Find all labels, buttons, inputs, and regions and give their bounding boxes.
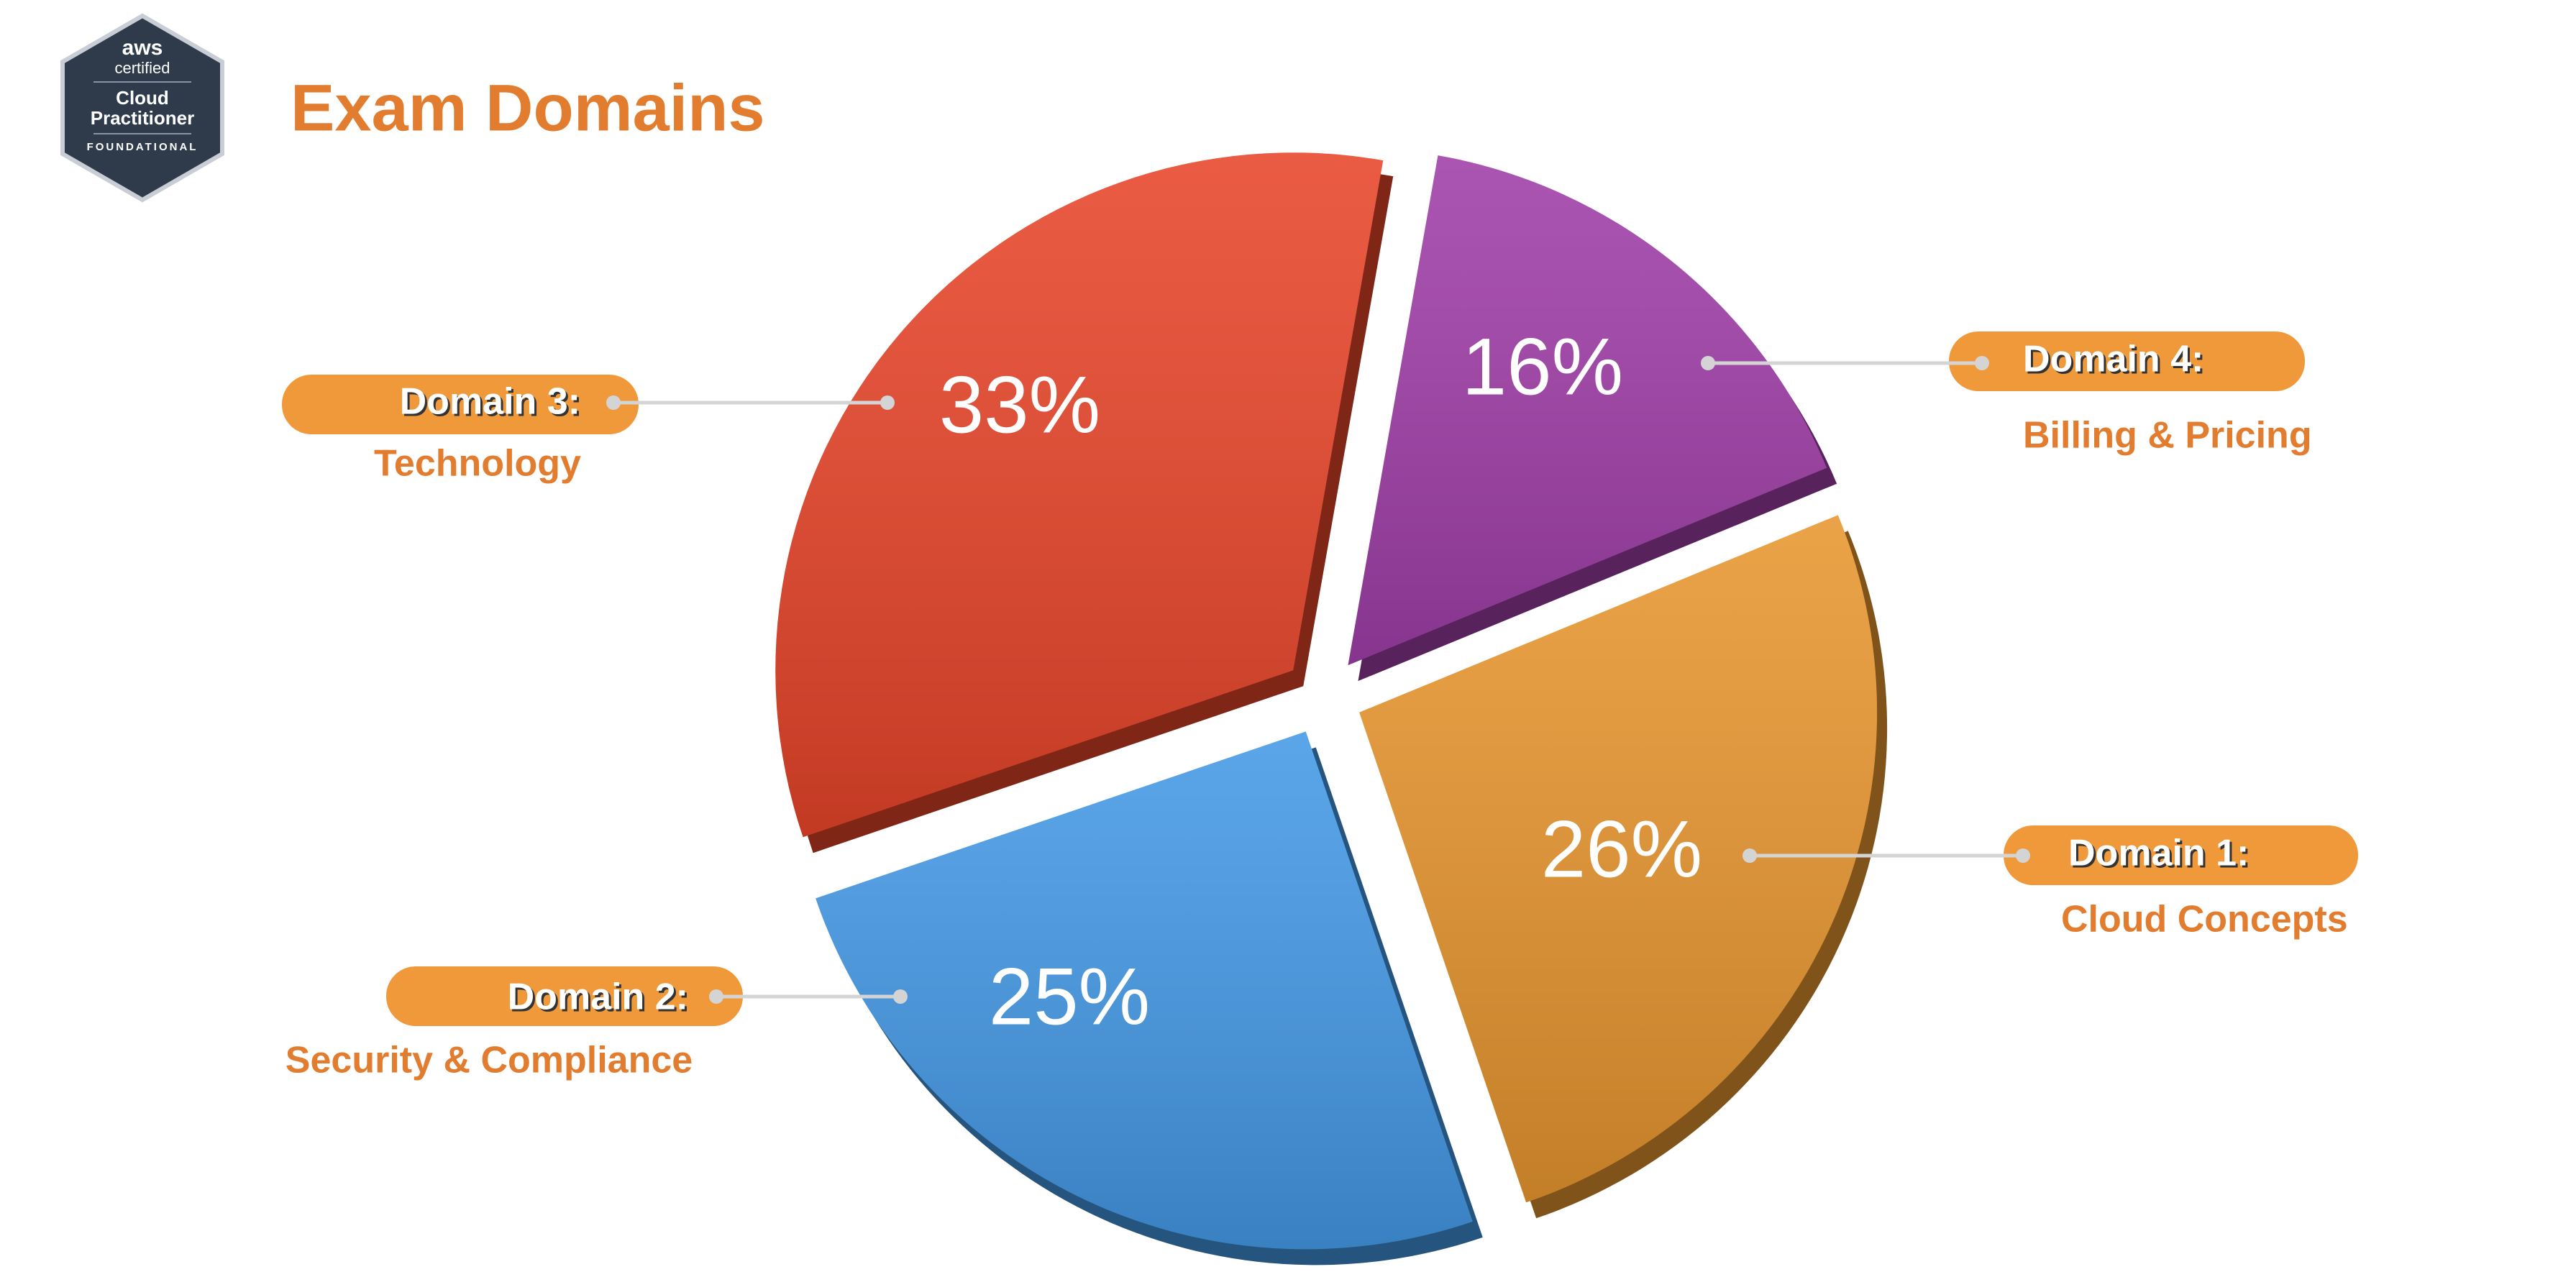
slice-shade xyxy=(1348,155,1827,666)
pie xyxy=(775,152,1888,1265)
label-pill xyxy=(386,966,743,1026)
slice-shade xyxy=(816,731,1473,1250)
slice-shade xyxy=(775,152,1384,838)
category-description: Billing & Pricing xyxy=(2023,415,2312,457)
category-label: Domain 3: xyxy=(400,381,580,423)
badge-brand: aws xyxy=(122,36,163,60)
category-label: Domain 3: xyxy=(402,383,583,425)
leader-dot xyxy=(606,395,621,410)
leader-dot xyxy=(709,989,723,1004)
labels: Domain 1:Domain 1:Cloud Concepts26%Domai… xyxy=(282,322,2358,1081)
badge-hexagon xyxy=(60,13,224,203)
leader-dot xyxy=(1743,848,1757,863)
category-label: Domain 1: xyxy=(2068,833,2249,874)
label-pill xyxy=(1949,331,2305,391)
category-label: Domain 2: xyxy=(510,979,690,1020)
category-label: Domain 4: xyxy=(2023,339,2203,380)
badge-text: certified xyxy=(114,59,170,77)
value-label: 25% xyxy=(989,952,1150,1042)
category-label: Domain 4: xyxy=(2025,341,2206,383)
label-pill xyxy=(2004,825,2358,885)
leader-dot xyxy=(1975,356,1989,370)
badge: aws certified Cloud Practitioner FOUNDAT… xyxy=(60,13,224,203)
badge-text: FOUNDATIONAL xyxy=(87,141,198,153)
category-label: Domain 2: xyxy=(508,976,688,1018)
value-label: 16% xyxy=(1462,322,1623,412)
category-description: Technology xyxy=(374,443,581,485)
value-label: 33% xyxy=(939,360,1100,450)
category-description: Security & Compliance xyxy=(286,1040,693,1081)
category-description: Cloud Concepts xyxy=(2061,899,2348,940)
badge-text: Practitioner xyxy=(91,107,195,129)
badge-text: Cloud xyxy=(116,87,169,109)
value-label: 26% xyxy=(1541,805,1702,894)
leader-dot xyxy=(2016,848,2030,863)
leader-dot xyxy=(880,395,895,410)
chart-title: Exam Domains xyxy=(291,71,765,145)
leader-dot xyxy=(1701,356,1715,370)
leader-dot xyxy=(893,989,908,1004)
category-label: Domain 1: xyxy=(2070,835,2251,876)
label-pill xyxy=(282,375,639,434)
slice-shade xyxy=(1359,515,1878,1203)
